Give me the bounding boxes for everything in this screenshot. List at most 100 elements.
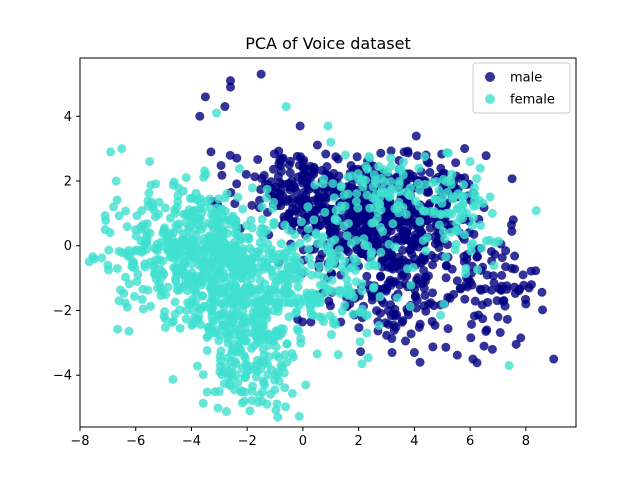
point-female: [191, 230, 201, 240]
point-female: [504, 361, 514, 370]
point-female: [413, 178, 423, 188]
point-female: [284, 312, 294, 322]
legend-label-male: male: [510, 71, 542, 86]
point-female: [198, 398, 208, 408]
point-female: [214, 194, 224, 204]
point-female: [461, 264, 471, 274]
point-female: [347, 171, 357, 181]
axes-layer: −8 −6 −4 −2 0 2 4 6 8 −4 −2 0 2 4: [53, 57, 577, 449]
point-female: [271, 288, 281, 298]
point-female: [154, 209, 164, 219]
point-female: [481, 236, 491, 246]
point-female: [376, 222, 386, 232]
point-female: [336, 205, 346, 215]
point-female: [274, 331, 284, 341]
point-female: [214, 310, 224, 320]
point-female: [247, 261, 257, 270]
point-male: [467, 319, 477, 329]
point-male: [257, 173, 267, 183]
point-female: [282, 339, 292, 349]
point-female: [386, 153, 396, 163]
point-female: [181, 305, 191, 315]
point-female: [122, 222, 132, 232]
point-male: [510, 251, 520, 261]
point-female: [421, 246, 431, 256]
point-female: [326, 137, 336, 147]
point-female: [238, 300, 248, 310]
point-female: [430, 194, 440, 204]
point-male: [376, 148, 386, 158]
point-male: [389, 325, 399, 335]
point-female: [311, 289, 321, 299]
point-male: [241, 169, 251, 179]
point-male: [451, 158, 461, 168]
point-female: [217, 288, 227, 298]
point-female: [392, 293, 402, 303]
point-male: [419, 283, 429, 293]
point-male: [397, 317, 407, 327]
point-female: [121, 206, 131, 216]
point-female: [328, 178, 338, 188]
point-female: [172, 202, 182, 212]
point-female: [443, 187, 452, 197]
point-male: [303, 182, 313, 192]
point-female: [352, 188, 362, 198]
point-female: [294, 300, 304, 310]
point-female: [252, 298, 262, 308]
point-female: [451, 239, 461, 249]
point-female: [186, 273, 196, 283]
point-male: [247, 200, 257, 210]
point-female: [336, 181, 346, 191]
point-female: [228, 339, 238, 349]
point-female: [218, 251, 228, 261]
point-female: [360, 240, 370, 250]
legend-box: [472, 62, 571, 114]
point-male: [294, 160, 304, 170]
point-male: [292, 151, 302, 161]
point-female: [302, 288, 312, 298]
point-male: [538, 305, 548, 315]
point-female: [271, 370, 281, 380]
point-male: [479, 341, 489, 351]
point-male: [424, 271, 433, 281]
point-female: [310, 180, 320, 190]
point-female: [373, 207, 383, 217]
point-female: [300, 267, 310, 277]
point-female: [154, 197, 164, 207]
point-male: [430, 253, 440, 263]
point-female: [318, 232, 328, 242]
point-female: [208, 302, 218, 312]
point-female: [208, 259, 218, 269]
point-male: [402, 224, 412, 234]
y-tick-label: −4: [53, 369, 72, 384]
point-female: [258, 387, 268, 397]
point-female: [291, 308, 301, 318]
point-female: [362, 190, 372, 200]
point-female: [271, 342, 281, 352]
point-male: [295, 121, 305, 131]
point-male: [410, 254, 420, 264]
point-male: [383, 306, 393, 316]
point-female: [343, 218, 353, 228]
legend-label-female: female: [510, 93, 555, 108]
point-female: [352, 257, 362, 267]
legend-marker-female: [485, 94, 495, 104]
point-male: [296, 225, 306, 235]
point-female: [169, 177, 179, 187]
point-female: [237, 273, 247, 283]
point-male: [250, 172, 260, 182]
point-female: [437, 198, 447, 208]
points-layer: [84, 69, 559, 422]
point-female: [156, 237, 166, 247]
point-female: [162, 231, 172, 241]
point-female: [181, 218, 191, 228]
point-male: [428, 288, 438, 298]
point-male: [392, 310, 402, 320]
point-female: [301, 380, 311, 390]
point-female: [351, 196, 361, 206]
point-female: [406, 280, 416, 290]
point-female: [171, 220, 181, 230]
y-tick-label: 4: [64, 110, 72, 125]
point-female: [178, 234, 188, 244]
point-female: [224, 281, 234, 291]
